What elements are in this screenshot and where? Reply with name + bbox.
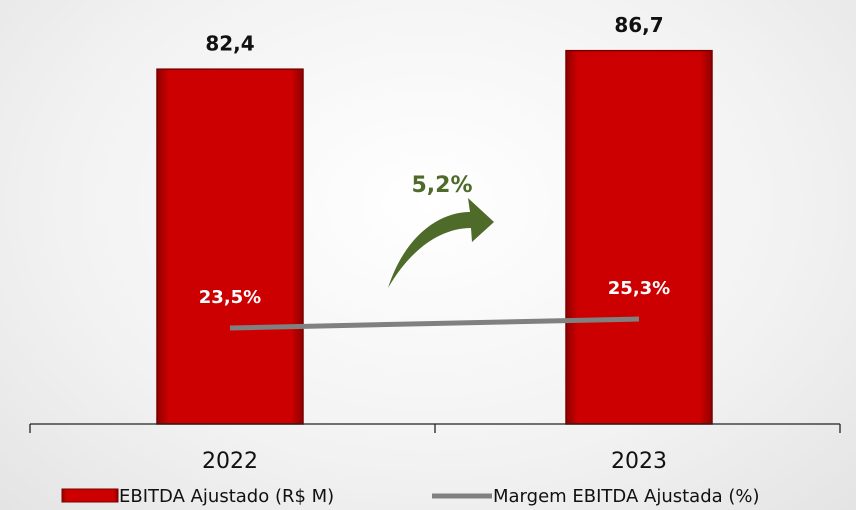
x-tick-label: 2022: [202, 449, 258, 474]
data-label: 25,3%: [608, 278, 670, 299]
growth-annotation: 5,2%: [411, 173, 472, 198]
line: [229, 316, 640, 331]
data-label: 86,7: [614, 13, 663, 37]
x-axis: [29, 423, 841, 433]
legend-label: Margem EBITDA Ajustada (%): [493, 486, 760, 507]
legend-label: EBITDA Ajustado (R$ M): [119, 486, 334, 507]
data-label: 23,5%: [199, 287, 261, 308]
bar: [565, 49, 713, 425]
legend-swatch: [61, 488, 119, 503]
bar: [156, 68, 304, 425]
data-label: 82,4: [205, 32, 254, 56]
x-tick-label: 2023: [611, 449, 667, 474]
growth-arrow: [388, 198, 494, 288]
